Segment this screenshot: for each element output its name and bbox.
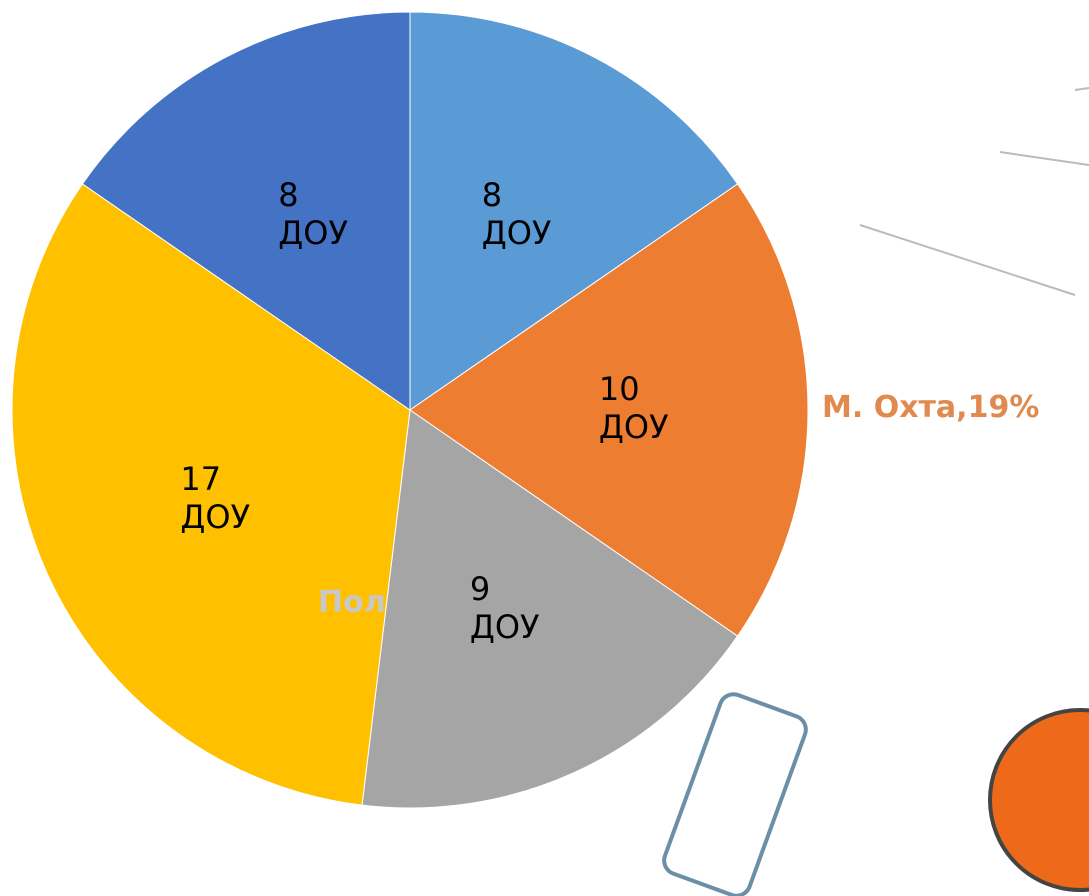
- data-label: 17 ДОУ: [180, 460, 250, 536]
- annotation: Пол: [318, 585, 386, 620]
- page: М. Охта,19% Пол (() => { const data = JS…: [0, 0, 1089, 896]
- chart: [0, 0, 1089, 896]
- annotation: М. Охта,19%: [822, 390, 1039, 425]
- data-label: 8 ДОУ: [482, 176, 552, 252]
- data-label: 10 ДОУ: [599, 370, 669, 446]
- data-label: 8 ДОУ: [278, 176, 348, 252]
- data-label: 9 ДОУ: [470, 570, 540, 646]
